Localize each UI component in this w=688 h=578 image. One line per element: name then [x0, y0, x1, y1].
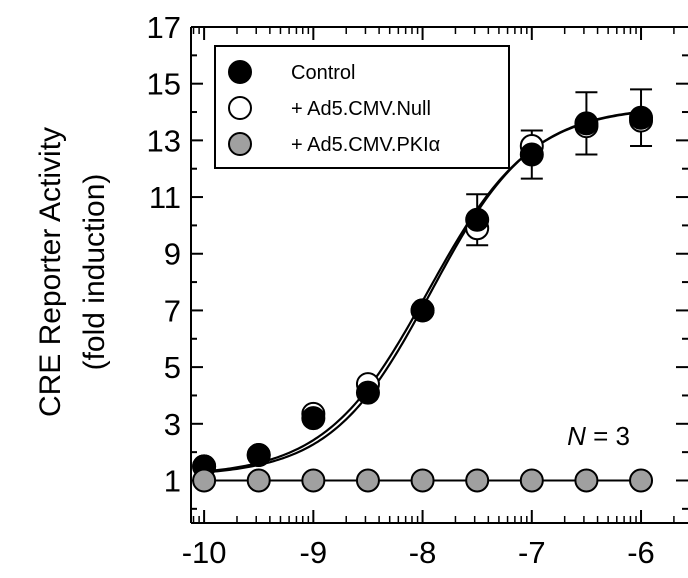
x-tick-label: -8: [409, 535, 437, 570]
data-point: [410, 468, 435, 493]
data-point: [355, 468, 380, 493]
data-point: [301, 468, 326, 493]
data-point: [465, 468, 490, 493]
y-tick-label: 13: [147, 123, 181, 158]
data-point: [246, 468, 271, 493]
data-point: [574, 111, 599, 136]
legend-label-control: Control: [291, 62, 355, 84]
y-axis-sublabel: (fold induction): [78, 174, 111, 371]
data-points: [192, 88, 654, 493]
legend-marker-control: [228, 60, 252, 84]
data-point: [410, 298, 435, 323]
data-point: [629, 105, 654, 130]
y-tick-label: 15: [147, 67, 181, 102]
y-tick-label: 9: [164, 237, 181, 272]
n-annotation: N = 3: [567, 421, 630, 451]
y-axis-label: CRE Reporter Activity: [34, 127, 67, 417]
data-point: [355, 380, 380, 405]
data-point: [574, 468, 599, 493]
x-tick-label: -6: [627, 535, 655, 570]
y-tick-label: 7: [164, 293, 181, 328]
x-tick-label: -7: [518, 535, 546, 570]
y-tick-label: 1: [164, 463, 181, 498]
y-tick-label: 11: [149, 180, 181, 215]
data-point: [192, 468, 217, 493]
x-tick-label: -10: [182, 535, 227, 570]
n-annotation-italic: N: [567, 421, 586, 451]
data-point: [519, 468, 544, 493]
data-point: [246, 442, 271, 467]
y-axis-title: CRE Reporter Activity (fold induction): [34, 127, 111, 417]
y-tick-label: 17: [147, 10, 181, 45]
data-point: [301, 406, 326, 431]
legend-marker-null: [228, 96, 252, 120]
legend-label-null: + Ad5.CMV.Null: [291, 98, 431, 120]
data-point: [519, 142, 544, 167]
legend-marker-pki: [228, 132, 252, 156]
n-annotation-rest: = 3: [586, 421, 630, 451]
y-tick-label: 3: [164, 407, 181, 442]
axes-frame: [190, 26, 688, 524]
y-tick-label: 5: [164, 350, 181, 385]
data-point: [465, 207, 490, 232]
legend: Control + Ad5.CMV.Null + Ad5.CMV.PKIα: [214, 45, 510, 169]
data-point: [629, 468, 654, 493]
x-tick-label: -9: [300, 535, 328, 570]
legend-label-pki: + Ad5.CMV.PKIα: [291, 134, 440, 156]
legend-box: [214, 45, 510, 169]
